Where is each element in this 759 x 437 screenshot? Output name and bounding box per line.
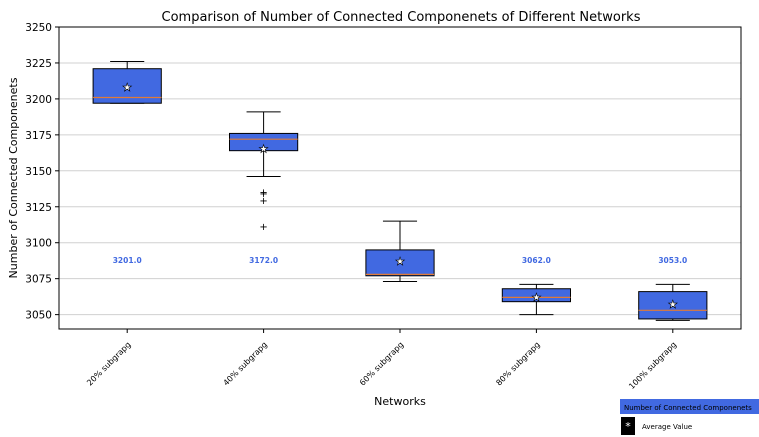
y-tick-label: 3075 xyxy=(25,274,52,286)
x-tick-label: 60% subgrapg xyxy=(358,340,405,387)
box-3: ★ xyxy=(365,220,435,283)
y-tick-label: 3050 xyxy=(25,310,52,322)
median-value-label: 3053.0 xyxy=(658,256,687,265)
y-tick-label: 3225 xyxy=(25,58,52,70)
legend-label-average: Average Value xyxy=(642,423,692,431)
x-tick-label: 40% subgrapg xyxy=(222,340,269,387)
y-tick-label: 3125 xyxy=(25,202,52,214)
mean-marker: ★ xyxy=(395,255,405,268)
box-2: ★++++3172.0 xyxy=(229,111,299,265)
y-tick-label: 3200 xyxy=(25,94,52,106)
outlier-point: + xyxy=(259,222,267,233)
median-value-label: 3172.0 xyxy=(249,256,278,265)
box-5: ★ 3053.0 xyxy=(638,256,708,321)
box-iqr xyxy=(229,132,299,152)
x-axis-label: Networks xyxy=(374,395,426,408)
y-axis-label: Number of Connected Componenets xyxy=(7,77,20,278)
box-4: ★ 3062.0 xyxy=(501,256,571,316)
x-tick-label: 20% subgrapg xyxy=(85,340,132,387)
legend: Number of Connected Componenets * Averag… xyxy=(620,399,759,435)
legend-average-star-icon: * xyxy=(625,420,631,433)
mean-marker: ★ xyxy=(259,143,269,156)
legend-swatch-average xyxy=(621,417,635,435)
box-iqr xyxy=(501,288,571,303)
y-tick-label: 3250 xyxy=(25,22,52,34)
outlier-point: + xyxy=(259,187,267,198)
outlier-point: + xyxy=(259,196,267,207)
median-value-label: 3201.0 xyxy=(113,256,142,265)
mean-marker: ★ xyxy=(531,291,541,304)
outlier-point: + xyxy=(259,189,267,200)
y-tick-label: 3150 xyxy=(25,166,52,178)
box-1: ★ 3201.0 xyxy=(92,61,162,265)
box-layer: ★3201.0★++++3172.0 ★★3062.0★3053.0 xyxy=(92,61,708,321)
median-value-label: 3062.0 xyxy=(522,256,551,265)
x-tick-label: 80% subgrapg xyxy=(494,340,541,387)
mean-marker: ★ xyxy=(122,81,132,94)
legend-label-box: Number of Connected Componenets xyxy=(624,404,752,412)
chart-title: Comparison of Number of Connected Compon… xyxy=(162,10,641,25)
legend-swatch-box xyxy=(620,399,759,414)
box-iqr xyxy=(365,249,435,277)
y-tick-label: 3100 xyxy=(25,238,52,250)
box-iqr xyxy=(638,291,708,320)
y-tick-label: 3175 xyxy=(25,130,52,142)
mean-marker: ★ xyxy=(668,298,678,311)
x-tick-label: 100% subgrapg xyxy=(627,340,678,391)
